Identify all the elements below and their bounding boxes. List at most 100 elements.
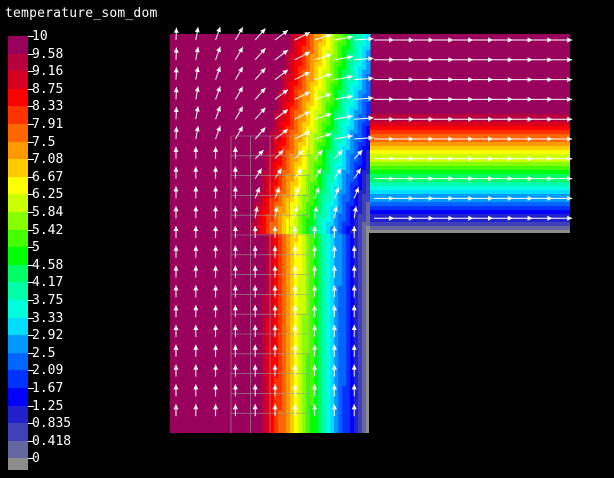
- contour-cell: [290, 382, 295, 387]
- contour-cell: [278, 346, 283, 351]
- contour-cell: [566, 206, 570, 211]
- contour-cell: [334, 286, 339, 291]
- velocity-arrow-head: [389, 136, 394, 142]
- contour-cell: [282, 406, 287, 411]
- contour-cell: [478, 138, 483, 143]
- contour-cell: [542, 114, 547, 119]
- contour-cell: [354, 74, 359, 79]
- legend-tick: [28, 388, 34, 389]
- contour-cell: [282, 238, 287, 243]
- contour-cell: [450, 230, 455, 235]
- contour-cell: [274, 350, 279, 355]
- contour-cell: [302, 94, 307, 99]
- contour-cell: [278, 422, 283, 427]
- contour-cell: [318, 390, 323, 395]
- contour-cell: [486, 154, 491, 159]
- contour-cell: [274, 278, 279, 283]
- contour-cell: [298, 178, 303, 183]
- contour-cell: [534, 170, 539, 175]
- contour-cell: [330, 126, 335, 131]
- contour-cell: [298, 166, 303, 171]
- contour-cell: [334, 202, 339, 207]
- contour-cell: [334, 62, 339, 67]
- contour-cell: [298, 190, 303, 195]
- contour-cell: [354, 130, 359, 135]
- contour-cell: [506, 134, 511, 139]
- contour-cell: [334, 158, 339, 163]
- contour-cell: [362, 394, 367, 399]
- contour-cell: [442, 162, 447, 167]
- legend-tick: [28, 247, 34, 249]
- contour-cell: [310, 302, 315, 307]
- contour-cell: [446, 158, 451, 163]
- contour-cell: [270, 182, 275, 187]
- contour-cell: [290, 42, 295, 47]
- contour-cell: [534, 162, 539, 167]
- contour-cell: [462, 154, 467, 159]
- contour-cell: [314, 146, 319, 151]
- contour-cell: [510, 214, 515, 219]
- contour-cell: [334, 146, 339, 151]
- contour-cell: [326, 102, 331, 107]
- contour-cell: [346, 58, 351, 63]
- contour-cell: [358, 338, 363, 343]
- velocity-arrow-head: [428, 156, 434, 162]
- contour-cell: [342, 198, 347, 203]
- contour-cell: [394, 178, 399, 183]
- contour-cell: [378, 162, 383, 167]
- contour-cell: [366, 318, 371, 323]
- contour-cell: [446, 174, 451, 179]
- contour-cell: [402, 174, 407, 179]
- contour-cell: [478, 146, 483, 151]
- contour-cell: [334, 150, 339, 155]
- contour-cell: [306, 358, 311, 363]
- contour-cell: [366, 222, 371, 227]
- contour-cell: [398, 186, 403, 191]
- contour-cell: [402, 182, 407, 187]
- contour-cell: [302, 50, 307, 55]
- contour-cell: [294, 330, 299, 335]
- contour-cell: [282, 282, 287, 287]
- contour-cell: [290, 150, 295, 155]
- contour-cell: [542, 182, 547, 187]
- contour-cell: [502, 182, 507, 187]
- contour-cell: [538, 174, 543, 179]
- contour-cell: [534, 118, 539, 123]
- contour-cell: [310, 366, 315, 371]
- contour-cell: [302, 286, 307, 291]
- contour-cell: [478, 198, 483, 203]
- contour-cell: [350, 358, 355, 363]
- velocity-arrow-head: [567, 57, 573, 63]
- contour-cell: [526, 126, 531, 131]
- contour-cell: [318, 270, 323, 275]
- contour-cell: [430, 170, 435, 175]
- contour-cell: [430, 134, 435, 139]
- contour-cell: [334, 282, 339, 287]
- contour-cell: [346, 174, 351, 179]
- contour-cell: [554, 150, 559, 155]
- contour-cell: [278, 166, 283, 171]
- contour-cell: [362, 402, 367, 407]
- contour-cell: [286, 106, 291, 111]
- contour-cell: [350, 262, 355, 267]
- velocity-arrow-head: [488, 215, 493, 221]
- contour-cell: [358, 138, 363, 143]
- contour-cell: [454, 230, 459, 235]
- contour-cell: [398, 194, 403, 199]
- legend-label: 5.84: [32, 205, 64, 220]
- contour-cell: [262, 326, 267, 331]
- contour-cell: [330, 66, 335, 71]
- contour-cell: [350, 382, 355, 387]
- velocity-arrow-head: [312, 305, 318, 311]
- contour-cell: [390, 170, 395, 175]
- velocity-arrow-head: [326, 73, 332, 79]
- contour-cell: [282, 118, 287, 123]
- velocity-arrow-head: [276, 168, 282, 175]
- velocity-arrow-head: [173, 27, 179, 33]
- contour-cell: [530, 166, 535, 171]
- contour-cell: [470, 178, 475, 183]
- contour-cell: [458, 182, 463, 187]
- contour-cell: [338, 290, 343, 295]
- contour-cell: [474, 222, 479, 227]
- contour-cell: [406, 118, 411, 123]
